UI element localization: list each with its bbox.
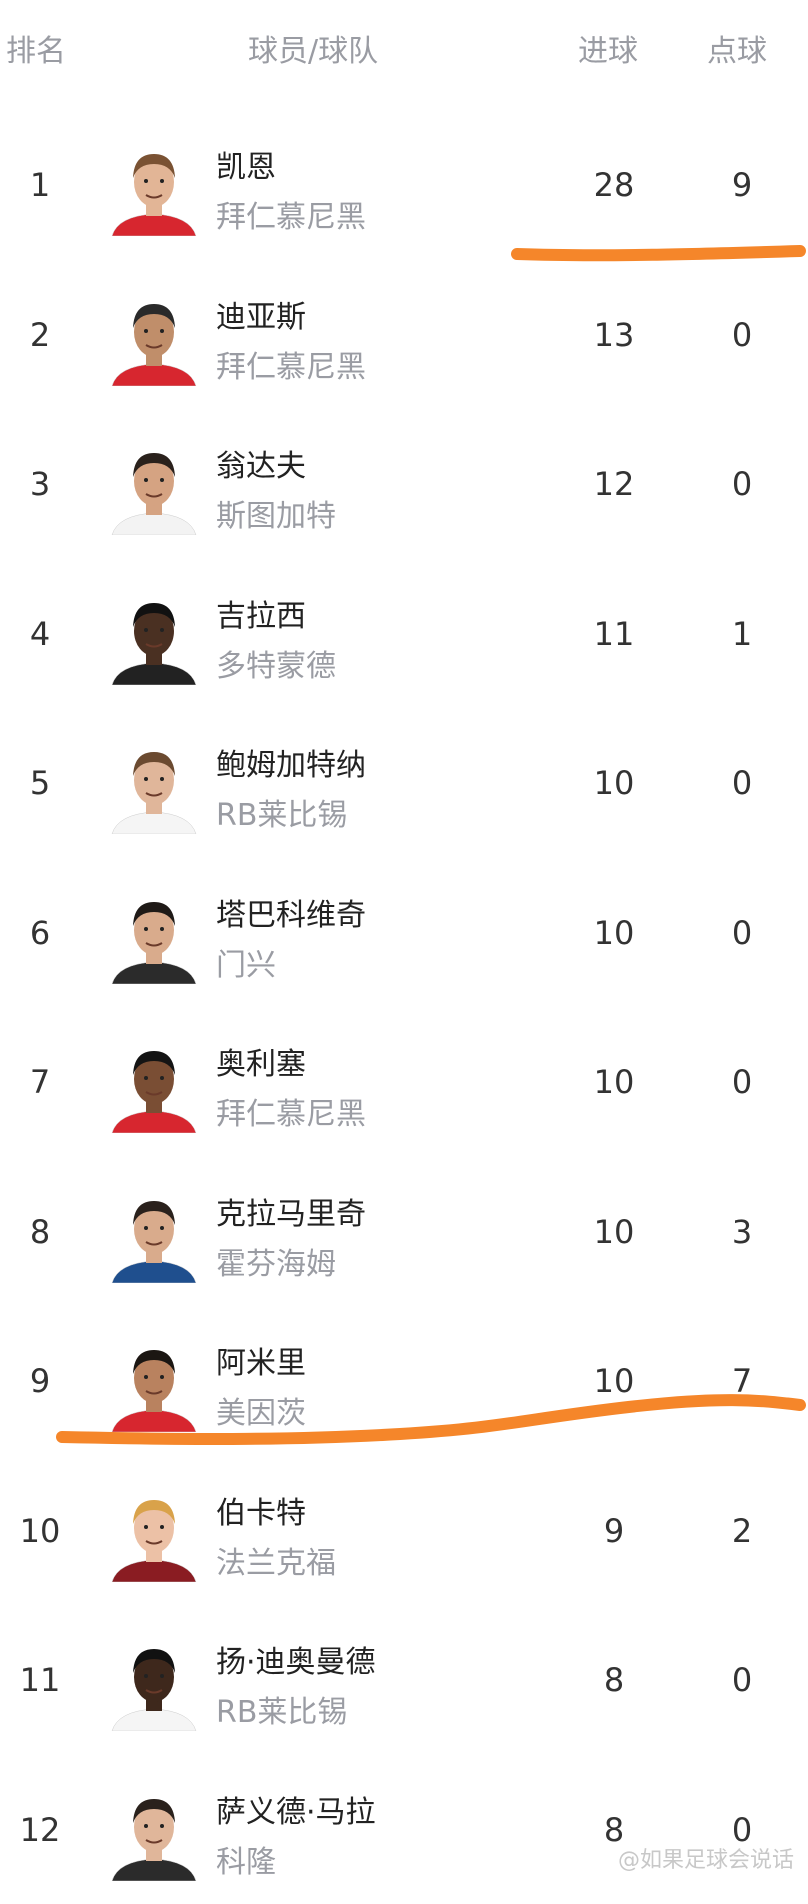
- penalties: 2: [731, 1511, 753, 1550]
- watermark: @如果足球会说话: [617, 1848, 794, 1873]
- table-row[interactable]: 5 鲍姆加特纳 RB莱比锡 10 0: [0, 708, 808, 857]
- penalties: 1: [731, 614, 753, 653]
- player-name[interactable]: 凯恩: [216, 150, 276, 185]
- player-avatar[interactable]: [108, 740, 200, 834]
- goals: 12: [593, 465, 635, 503]
- player-name[interactable]: 伯卡特: [216, 1495, 306, 1531]
- player-avatar[interactable]: [108, 1488, 200, 1582]
- rank: 7: [29, 1063, 51, 1101]
- penalties: 0: [731, 315, 753, 354]
- goals: 10: [593, 764, 635, 802]
- player-avatar[interactable]: [108, 591, 200, 685]
- rank: 6: [29, 913, 51, 952]
- player-avatar[interactable]: [108, 1787, 200, 1881]
- player-avatar[interactable]: [108, 1189, 200, 1283]
- rank: 1: [29, 166, 51, 204]
- team-name[interactable]: RB莱比锡: [216, 798, 348, 833]
- header-rank: 排名: [6, 34, 66, 69]
- player-avatar[interactable]: [108, 441, 200, 535]
- rank: 5: [29, 764, 51, 802]
- rank: 2: [29, 315, 51, 354]
- penalties: 0: [731, 465, 753, 503]
- table-row[interactable]: 12 萨义德·马拉 科隆 8 0: [0, 1755, 808, 1904]
- team-name[interactable]: 拜仁慕尼黑: [216, 200, 366, 235]
- player-name[interactable]: 扬·迪奥曼德: [216, 1645, 376, 1680]
- header-penalties: 点球: [707, 34, 767, 69]
- rank: 9: [29, 1362, 51, 1400]
- player-name[interactable]: 萨义德·马拉: [216, 1794, 376, 1830]
- goals: 9: [603, 1511, 625, 1550]
- penalties: 9: [731, 166, 753, 204]
- goals: 10: [593, 1063, 635, 1101]
- player-name[interactable]: 迪亚斯: [216, 299, 306, 335]
- team-name[interactable]: 门兴: [216, 947, 276, 983]
- player-avatar[interactable]: [108, 1338, 200, 1432]
- penalties: 0: [731, 764, 753, 802]
- team-name[interactable]: 科隆: [216, 1844, 276, 1880]
- team-name[interactable]: 法兰克福: [216, 1545, 336, 1581]
- table-row[interactable]: 3 翁达夫 斯图加特 12 0: [0, 409, 808, 558]
- team-name[interactable]: 斯图加特: [216, 499, 336, 534]
- goals: 10: [593, 1362, 635, 1400]
- penalties: 0: [731, 1063, 753, 1101]
- player-name[interactable]: 鲍姆加特纳: [216, 748, 366, 783]
- player-name[interactable]: 吉拉西: [216, 598, 306, 634]
- team-name[interactable]: 拜仁慕尼黑: [216, 349, 366, 385]
- team-name[interactable]: RB莱比锡: [216, 1695, 348, 1730]
- table-row[interactable]: 2 迪亚斯 拜仁慕尼黑 13 0: [0, 260, 808, 409]
- rank: 4: [29, 614, 51, 653]
- penalties: 3: [731, 1212, 753, 1251]
- player-name[interactable]: 奥利塞: [216, 1047, 306, 1082]
- penalties: 0: [731, 913, 753, 952]
- goals: 10: [593, 913, 635, 952]
- header-goals: 进球: [578, 34, 638, 69]
- goals: 11: [593, 614, 635, 653]
- player-name[interactable]: 塔巴科维奇: [216, 897, 366, 933]
- header-player-team: 球员/球队: [248, 34, 379, 69]
- player-avatar[interactable]: [108, 890, 200, 984]
- team-name[interactable]: 霍芬海姆: [216, 1246, 336, 1282]
- team-name[interactable]: 拜仁慕尼黑: [216, 1097, 366, 1132]
- goals: 13: [593, 315, 635, 354]
- player-name[interactable]: 翁达夫: [216, 449, 306, 484]
- table-row[interactable]: 4 吉拉西 多特蒙德 11 1: [0, 559, 808, 708]
- player-avatar[interactable]: [108, 1039, 200, 1133]
- table-row[interactable]: 6 塔巴科维奇 门兴 10 0: [0, 858, 808, 1007]
- table-row[interactable]: 9 阿米里 美因茨 10 7: [0, 1306, 808, 1455]
- goals: 10: [593, 1212, 635, 1251]
- goals: 28: [593, 166, 635, 204]
- goals: 8: [603, 1661, 625, 1699]
- table-row[interactable]: 1 凯恩 拜仁慕尼黑 28 9: [0, 110, 808, 259]
- penalties: 0: [731, 1810, 753, 1849]
- team-name[interactable]: 多特蒙德: [216, 648, 336, 684]
- player-name[interactable]: 阿米里: [216, 1346, 306, 1381]
- rank: 12: [19, 1810, 61, 1849]
- penalties: 0: [731, 1661, 753, 1699]
- table-row[interactable]: 7 奥利塞 拜仁慕尼黑 10 0: [0, 1007, 808, 1156]
- rank: 11: [19, 1661, 61, 1699]
- goals: 8: [603, 1810, 625, 1849]
- rank: 8: [29, 1212, 51, 1251]
- rank: 10: [19, 1511, 61, 1550]
- team-name[interactable]: 美因茨: [216, 1396, 306, 1431]
- player-avatar[interactable]: [108, 292, 200, 386]
- player-avatar[interactable]: [108, 1637, 200, 1731]
- table-row[interactable]: 8 克拉马里奇 霍芬海姆 10 3: [0, 1157, 808, 1306]
- penalties: 7: [731, 1362, 753, 1400]
- rank: 3: [29, 465, 51, 503]
- table-row[interactable]: 11 扬·迪奥曼德 RB莱比锡 8 0: [0, 1605, 808, 1754]
- player-avatar[interactable]: [108, 142, 200, 236]
- table-row[interactable]: 10 伯卡特 法兰克福 9 2: [0, 1456, 808, 1605]
- player-name[interactable]: 克拉马里奇: [216, 1196, 366, 1232]
